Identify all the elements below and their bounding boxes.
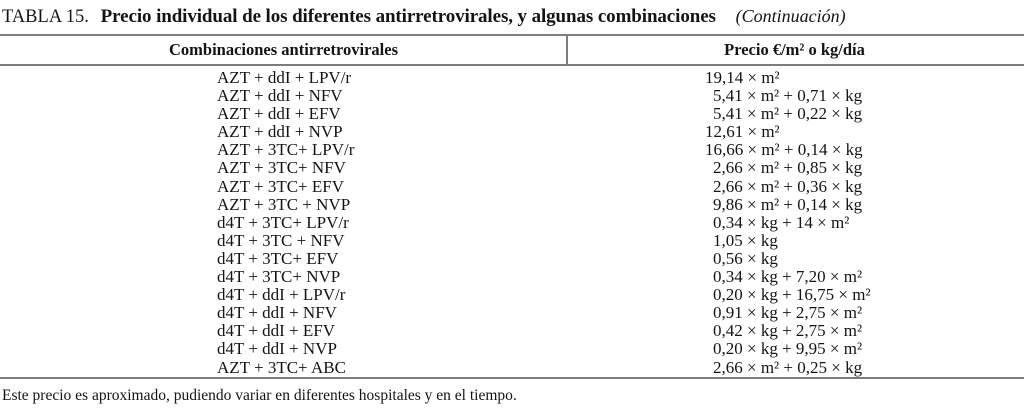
table-row: AZT + ddI + EFV 5,41 × m² + 0,22 × kg [0, 105, 1024, 123]
combination-cell: AZT + 3TC+ EFV [217, 176, 345, 196]
table-header-row: Combinaciones antirretrovirales Precio €… [0, 36, 1024, 64]
combination-cell: d4T + ddI + LPV/r [217, 285, 346, 305]
table-row: d4T + ddI + NFV 0,91 × kg + 2,75 × m² [0, 304, 1024, 322]
column-divider [566, 34, 568, 66]
price-cell: 12,61 × m² [705, 122, 780, 142]
combination-cell: d4T + 3TC+ NVP [217, 267, 341, 287]
table-row: AZT + ddI + LPV/r 19,14 × m² [0, 68, 1024, 87]
price-cell: 16,66 × m² + 0,14 × kg [705, 140, 863, 160]
price-cell: 0,34 × kg + 7,20 × m² [713, 267, 863, 287]
table-caption: TABLA 15. Precio individual de los difer… [2, 6, 846, 28]
combination-cell: AZT + ddI + NFV [217, 86, 343, 106]
column-header-combinations: Combinaciones antirretrovirales [169, 40, 398, 59]
price-cell: 1,05 × kg [713, 230, 778, 250]
table-row: AZT + ddI + NVP 12,61 × m² [0, 123, 1024, 141]
price-cell: 0,34 × kg + 14 × m² [713, 212, 850, 232]
combination-cell: AZT + 3TC+ NFV [217, 158, 346, 178]
table-row: AZT + 3TC+ NFV 2,66 × m² + 0,85 × kg [0, 159, 1024, 177]
combination-cell: d4T + ddI + EFV [217, 321, 336, 341]
column-header-price: Precio €/m² o kg/día [724, 40, 865, 59]
combination-cell: AZT + 3TC + NVP [217, 194, 351, 214]
price-cell: 2,66 × m² + 0,85 × kg [713, 158, 863, 178]
combination-cell: d4T + 3TC+ EFV [217, 248, 339, 268]
table-row: AZT + 3TC + NVP 9,86 × m² + 0,14 × kg [0, 194, 1024, 214]
table-row: d4T + 3TC+ LPV/r 0,34 × kg + 14 × m² [0, 212, 1024, 232]
table-row: d4T + ddI + NVP 0,20 × kg + 9,95 × m² [0, 340, 1024, 358]
table-caption-label: TABLA 15. [2, 7, 89, 27]
price-cell: 19,14 × m² [705, 68, 780, 87]
table-row: d4T + 3TC + NFV 1,05 × kg [0, 230, 1024, 250]
combination-cell: d4T + ddI + NVP [217, 339, 337, 359]
table-caption-continuation: (Continuación) [735, 6, 846, 26]
combination-cell: d4T + 3TC+ LPV/r [217, 212, 349, 232]
price-cell: 0,20 × kg + 16,75 × m² [713, 285, 871, 305]
combination-cell: AZT + ddI + NVP [217, 122, 343, 142]
table-row: d4T + 3TC+ EFV 0,56 × kg [0, 248, 1024, 268]
footnote: Este precio es aproximado, pudiendo vari… [2, 387, 517, 404]
header-bottom-rule [0, 64, 1024, 66]
price-cell: 9,86 × m² + 0,14 × kg [713, 194, 863, 214]
price-cell: 0,20 × kg + 9,95 × m² [713, 339, 863, 359]
price-cell: 0,56 × kg [713, 248, 778, 268]
price-cell: 0,91 × kg + 2,75 × m² [713, 303, 863, 323]
price-cell: 2,66 × m² + 0,25 × kg [713, 357, 863, 377]
table-row: d4T + ddI + EFV 0,42 × kg + 2,75 × m² [0, 322, 1024, 340]
price-cell: 2,66 × m² + 0,36 × kg [713, 176, 863, 196]
table-row: AZT + 3TC+ ABC 2,66 × m² + 0,25 × kg [0, 357, 1024, 377]
table-caption-title: Precio individual de los diferentes anti… [100, 6, 716, 27]
combination-cell: AZT + ddI + LPV/r [217, 68, 352, 87]
table-row: AZT + ddI + NFV 5,41 × m² + 0,71 × kg [0, 86, 1024, 106]
table-row: d4T + 3TC+ NVP 0,34 × kg + 7,20 × m² [0, 267, 1024, 287]
price-cell: 5,41 × m² + 0,22 × kg [713, 104, 863, 124]
combination-cell: d4T + 3TC + NFV [217, 230, 345, 250]
table-top-rule [0, 34, 1024, 36]
price-cell: 5,41 × m² + 0,71 × kg [713, 86, 863, 106]
table-row: d4T + ddI + LPV/r 0,20 × kg + 16,75 × m² [0, 286, 1024, 304]
table-body: AZT + ddI + LPV/r 19,14 × m² AZT + ddI + N… [0, 68, 1024, 377]
combination-cell: AZT + ddI + EFV [217, 104, 341, 124]
table-row: AZT + 3TC+ LPV/r 16,66 × m² + 0,14 × kg [0, 141, 1024, 159]
combination-cell: AZT + 3TC+ ABC [217, 357, 346, 377]
combination-cell: AZT + 3TC+ LPV/r [217, 140, 355, 160]
price-cell: 0,42 × kg + 2,75 × m² [713, 321, 863, 341]
table-row: AZT + 3TC+ EFV 2,66 × m² + 0,36 × kg [0, 176, 1024, 196]
table-bottom-rule [0, 377, 1024, 379]
combination-cell: d4T + ddI + NFV [217, 303, 337, 323]
